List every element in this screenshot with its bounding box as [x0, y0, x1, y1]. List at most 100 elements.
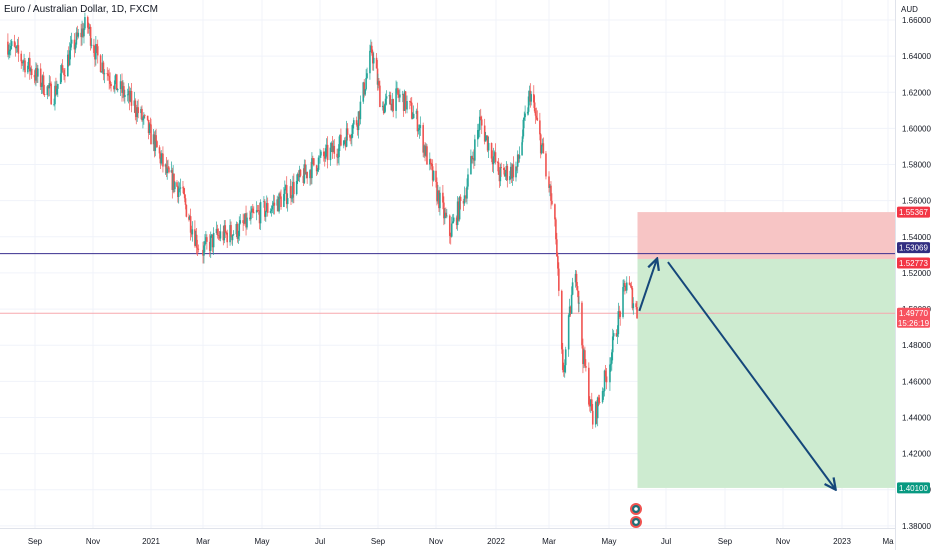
candle [590, 399, 592, 414]
candle [411, 112, 414, 120]
candle [383, 103, 386, 114]
time-tick-label: Nov [429, 537, 443, 546]
candle [355, 116, 358, 127]
time-axis[interactable]: Sep Nov 2021 Mar May Jul Sep Nov 2022 Mar May Jul Se… [28, 537, 894, 546]
candle [265, 195, 268, 212]
candle [404, 91, 407, 114]
candle [349, 133, 351, 142]
candle [100, 71, 103, 73]
economic-event-icon[interactable] [630, 503, 642, 515]
time-tick-label: 2023 [833, 537, 851, 546]
time-tick-label: Mar [542, 537, 556, 546]
candle [549, 184, 551, 197]
candle [615, 329, 618, 338]
projection-arrows [638, 258, 836, 490]
candle [317, 155, 320, 173]
candle [623, 279, 625, 292]
candle [155, 128, 157, 148]
svg-text:1.52773: 1.52773 [899, 259, 928, 268]
candle [370, 39, 372, 53]
candle [521, 140, 523, 157]
candle [280, 189, 282, 210]
candle [224, 220, 227, 239]
candle [53, 98, 55, 107]
candle [605, 368, 608, 390]
candle [630, 281, 633, 290]
candle [556, 232, 558, 257]
candle [550, 181, 552, 210]
time-tick-label: May [601, 537, 616, 546]
candle [618, 305, 621, 319]
candle [76, 25, 79, 40]
candle [158, 145, 161, 159]
candle [329, 142, 332, 166]
candle [285, 176, 288, 209]
candle [591, 404, 594, 429]
candle [310, 161, 312, 185]
candle [258, 202, 261, 230]
candle [60, 63, 63, 83]
candle [256, 204, 259, 213]
candle [124, 89, 126, 104]
candle [190, 225, 193, 238]
candle [110, 82, 112, 92]
candle [439, 186, 441, 216]
svg-text:1.53069: 1.53069 [899, 244, 928, 253]
candle [326, 136, 329, 169]
economic-event-icon[interactable] [630, 516, 642, 528]
candle [93, 38, 95, 57]
candle [516, 166, 518, 171]
candle [24, 57, 26, 78]
candle [160, 150, 163, 166]
candle [477, 123, 480, 139]
candle [403, 89, 406, 111]
candle [409, 100, 411, 110]
candle [479, 108, 482, 121]
candle [291, 195, 293, 202]
candle [211, 234, 214, 253]
candle [570, 286, 573, 314]
candle [74, 42, 77, 54]
candle [130, 83, 133, 113]
candle [87, 22, 90, 34]
candle [485, 135, 488, 141]
price-tick-label: 1.64000 [902, 52, 931, 61]
stop-level-tag: 1.55367 [897, 206, 930, 218]
candle [511, 163, 514, 186]
candle [324, 144, 327, 162]
candle [381, 101, 384, 111]
downward-arrow[interactable] [667, 261, 836, 490]
candle [231, 234, 234, 246]
upward-arrow[interactable] [638, 258, 657, 312]
candle [541, 138, 544, 147]
candle [309, 168, 311, 186]
candle [153, 131, 156, 158]
candle [583, 348, 585, 369]
candle [13, 34, 16, 48]
candle [503, 167, 506, 177]
candle [375, 52, 378, 69]
candle [205, 230, 207, 245]
candle [252, 203, 254, 219]
candle [174, 180, 176, 193]
candle [446, 209, 448, 219]
candle [397, 87, 399, 99]
candle [23, 53, 25, 71]
candle [250, 206, 252, 225]
candle [418, 124, 421, 139]
time-tick-label: 2021 [142, 537, 160, 546]
candle [494, 143, 497, 165]
candle [21, 59, 23, 66]
candle [539, 112, 541, 141]
candle [286, 193, 289, 212]
price-axis[interactable]: 1.66000 1.64000 1.62000 1.60000 1.58000 1.560… [902, 16, 931, 531]
candle [496, 160, 499, 172]
candle [22, 59, 24, 72]
candle [357, 111, 360, 139]
candle [571, 277, 574, 296]
candle [303, 159, 306, 185]
time-tick-label: Jul [315, 537, 325, 546]
candle [126, 88, 129, 102]
candle [238, 216, 241, 241]
